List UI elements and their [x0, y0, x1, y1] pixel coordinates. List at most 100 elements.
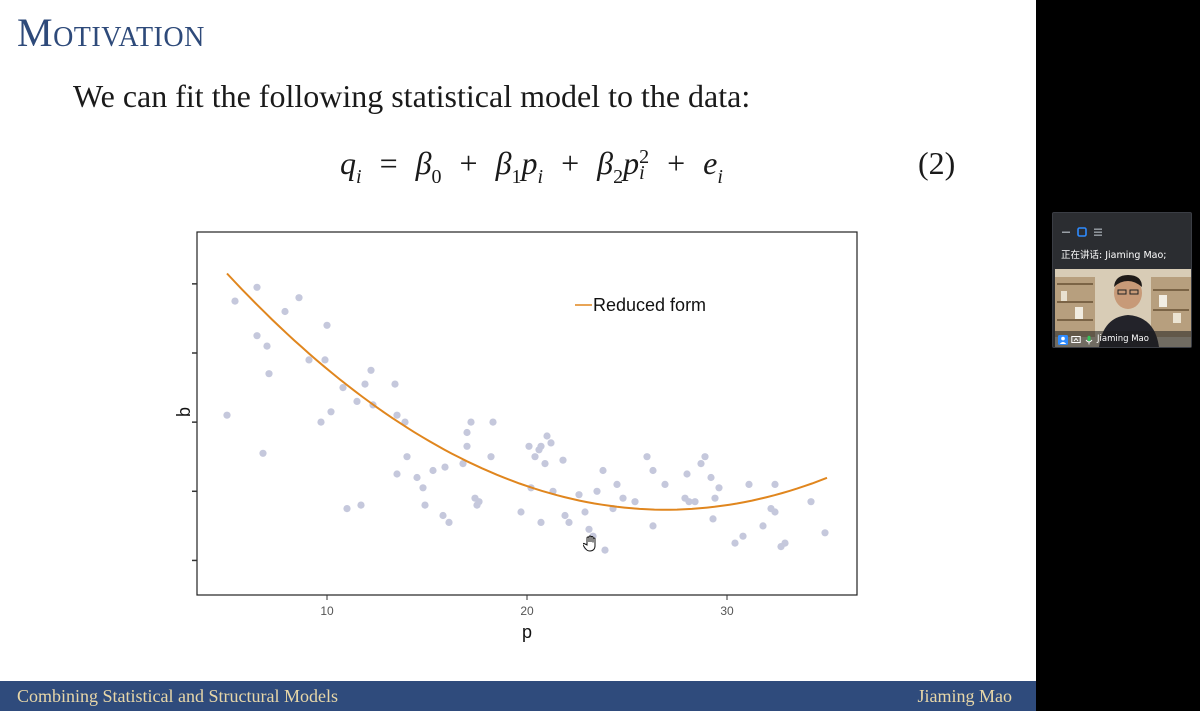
- speaking-label: 正在讲话: Jiaming Mao;: [1061, 250, 1167, 261]
- data-point: [631, 498, 639, 506]
- data-point: [745, 480, 753, 488]
- data-point: [413, 473, 421, 482]
- x-axis-label: p: [522, 622, 532, 642]
- data-point: [391, 380, 399, 388]
- data-point: [531, 453, 539, 461]
- data-point: [487, 453, 495, 461]
- data-point: [295, 294, 303, 302]
- data-point: [263, 342, 271, 350]
- data-point: [649, 522, 657, 530]
- data-point: [683, 470, 691, 478]
- slide-title: Motivation: [17, 10, 205, 55]
- window-icon[interactable]: [1077, 222, 1087, 237]
- eq-p2-sub: i: [639, 161, 645, 184]
- eq-beta0-sub: 0: [431, 166, 442, 189]
- data-point: [223, 411, 231, 419]
- data-point: [731, 539, 739, 547]
- data-point: [649, 466, 657, 475]
- data-point: [393, 411, 401, 419]
- data-point: [367, 366, 375, 374]
- eq-lhs-var: q: [340, 145, 356, 181]
- footer-author: Jiaming Mao: [917, 686, 1013, 706]
- data-point: [619, 494, 627, 502]
- list-icon[interactable]: [1093, 222, 1103, 236]
- data-point: [253, 283, 261, 291]
- data-point: [459, 460, 467, 468]
- meeting-video-panel[interactable]: 正在讲话: Jiaming Mao;: [1052, 212, 1192, 348]
- data-point: [525, 442, 533, 450]
- presentation-slide: Motivation We can fit the following stat…: [0, 0, 1036, 711]
- data-point: [321, 356, 329, 364]
- data-point: [759, 522, 767, 530]
- x-tick-label: 10: [320, 604, 334, 618]
- data-point: [771, 480, 779, 488]
- data-point: [357, 501, 365, 509]
- fit-curve-line: [226, 272, 828, 511]
- data-point: [401, 418, 409, 426]
- data-point: [697, 460, 705, 468]
- data-point: [599, 466, 607, 475]
- data-point: [575, 491, 583, 499]
- data-point: [709, 515, 717, 523]
- data-point: [691, 498, 699, 506]
- data-point: [807, 498, 815, 506]
- data-point: [259, 449, 267, 457]
- data-point: [421, 501, 429, 509]
- data-point: [581, 508, 589, 516]
- data-point: [463, 428, 471, 437]
- data-point: [593, 487, 601, 495]
- data-point: [361, 380, 369, 388]
- data-point: [463, 442, 471, 450]
- data-point: [739, 532, 747, 540]
- eq-plus-2: +: [561, 145, 580, 181]
- eq-plus-3: +: [667, 145, 686, 181]
- minimize-icon[interactable]: [1061, 222, 1071, 233]
- data-point: [353, 397, 361, 405]
- data-point: [821, 529, 829, 537]
- eq-error-sub: i: [717, 166, 723, 189]
- eq-beta0: β: [415, 145, 432, 181]
- data-point: [467, 418, 475, 426]
- data-point: [715, 484, 723, 492]
- model-equation: qi = β0 + β1pi + β2p 2 i + ei: [340, 138, 723, 200]
- data-point: [711, 494, 719, 502]
- data-point: [265, 370, 273, 378]
- legend-label: Reduced form: [593, 295, 706, 315]
- data-point: [489, 418, 497, 426]
- data-point: [441, 463, 449, 471]
- eq-error: e: [703, 145, 718, 181]
- y-axis-label: q: [176, 407, 196, 417]
- microphone-icon: [1084, 330, 1094, 348]
- slide-footer: Combining Statistical and Structural Mod…: [0, 681, 1036, 711]
- data-point: [559, 456, 567, 464]
- data-point: [565, 518, 573, 526]
- eq-beta2: β: [597, 145, 614, 181]
- data-point: [475, 498, 483, 506]
- data-point: [403, 453, 411, 461]
- data-point: [781, 539, 789, 547]
- eq-equals: =: [379, 145, 398, 181]
- eq-beta1: β: [495, 145, 512, 181]
- data-point: [327, 408, 335, 416]
- eq-p2-sup: 2: [639, 145, 650, 168]
- participant-video[interactable]: Jiaming Mao: [1055, 269, 1191, 347]
- eq-beta2-sub: 2: [613, 166, 624, 189]
- equation-number: (2): [918, 145, 956, 181]
- data-point: [429, 466, 437, 475]
- data-point: [393, 470, 401, 478]
- plot-frame: [196, 231, 858, 596]
- data-point: [661, 480, 669, 488]
- eq-plus-1: +: [459, 145, 478, 181]
- data-point: [613, 480, 621, 488]
- axis-layer: 10 20 30: [192, 283, 734, 618]
- data-point: [707, 473, 715, 482]
- hand-cursor-icon: [582, 535, 599, 553]
- data-point: [339, 384, 347, 392]
- data-point: [771, 508, 779, 516]
- slide-intro-text: We can fit the following statistical mod…: [73, 78, 751, 114]
- data-point: [547, 439, 555, 447]
- data-point: [439, 511, 447, 520]
- data-point: [517, 508, 525, 516]
- eq-p2: p: [623, 145, 640, 181]
- data-point: [323, 321, 331, 329]
